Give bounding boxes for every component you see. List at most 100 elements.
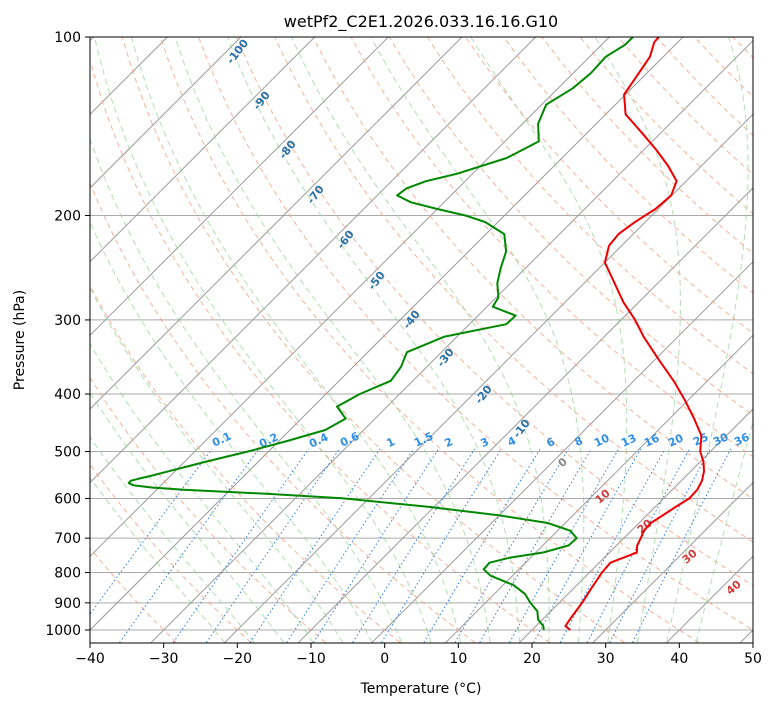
background-lines: [90, 37, 775, 643]
x-tick-label: 50: [744, 651, 762, 667]
mixing-ratio-label: 13: [619, 431, 638, 449]
dry-adiabat: [198, 37, 753, 631]
moist-adiabat: [90, 476, 226, 643]
y-tick-label: 900: [54, 596, 81, 612]
dry-adiabat: [90, 376, 326, 643]
moist-adiabat: [470, 37, 628, 643]
isotherm-line: [740, 629, 753, 643]
isotherm-line: [90, 37, 610, 558]
dry-adiabat: [121, 37, 625, 643]
x-tick-label: −10: [296, 651, 326, 667]
y-tick-label: 500: [54, 444, 81, 460]
dry-adiabat-label: -50: [365, 269, 388, 293]
y-tick-label: 1000: [45, 623, 81, 639]
moist-adiabat: [370, 37, 585, 643]
y-tick-label: 400: [54, 387, 81, 403]
x-tick-label: 40: [670, 651, 688, 667]
moist-adiabat: [90, 436, 255, 643]
dry-adiabat: [771, 37, 775, 643]
moist-adiabat: [90, 342, 314, 643]
moist-adiabat: [90, 391, 285, 643]
isotherm-line: [90, 37, 389, 337]
isotherm-line: [90, 37, 242, 189]
moist-adiabat-label: 10: [593, 486, 613, 506]
dry-adiabat-label: -90: [250, 89, 273, 113]
temperature-line: [564, 37, 705, 631]
mixing-ratio-label: 1: [385, 435, 397, 450]
dry-adiabat: [90, 463, 252, 643]
isotherm-line: [90, 37, 463, 410]
dry-adiabat: [465, 37, 753, 334]
moist-adiabat: [666, 37, 749, 643]
dry-adiabat: [159, 37, 700, 643]
mixing-ratio-line: [313, 448, 440, 643]
axes: −40 −30 −20 −10 0 10 20 30 40 5010020030040050060…: [45, 30, 762, 667]
isotherm-line: [90, 37, 537, 484]
mixing-ratio-line: [249, 448, 381, 643]
mixing-ratio-label: 6: [545, 435, 558, 450]
mixing-ratio-line: [423, 448, 541, 643]
mixing-ratio-line: [172, 448, 310, 643]
dry-adiabat-label: -30: [434, 346, 457, 370]
dry-adiabat: [503, 37, 753, 294]
mixing-ratio-label: 16: [642, 431, 662, 449]
x-tick-label: 30: [597, 651, 615, 667]
mixing-ratio-label: 36: [732, 430, 752, 448]
x-tick-label: 0: [380, 651, 389, 667]
moist-adiabat: [131, 37, 461, 643]
isotherm-line: [666, 555, 753, 643]
mixing-ratio-label: 20: [666, 431, 686, 449]
moist-adiabat: [594, 37, 681, 643]
y-tick-label: 600: [54, 491, 81, 507]
mixing-ratio-line: [479, 448, 592, 643]
dry-adiabat: [694, 37, 753, 98]
mixing-ratio-line: [352, 448, 476, 643]
line-labels: 0.1 0.2 0.4 0.6 1 1.5 2 3 4 6 8 10 13 16 20 25 30 36-100-…: [210, 37, 752, 598]
dry-adiabat-label: -40: [400, 308, 423, 332]
x-tick-label: 10: [449, 651, 467, 667]
isotherm-line: [519, 408, 753, 643]
x-tick-label: −40: [75, 651, 105, 667]
mixing-ratio-line: [454, 448, 570, 643]
moist-adiabat-label: 30: [680, 546, 700, 566]
dry-adiabat-label: -70: [304, 183, 327, 207]
dry-adiabat: [90, 547, 177, 643]
moist-adiabat-label: 40: [724, 577, 744, 597]
mixing-ratio-line: [559, 448, 666, 643]
x-tick-label: −20: [223, 651, 253, 667]
isotherm-line: [224, 113, 753, 643]
mixing-ratio-line: [286, 448, 415, 643]
profile-lines: [127, 37, 705, 631]
mixing-ratio-label: 8: [573, 434, 585, 449]
moist-adiabat: [90, 287, 344, 643]
isotherm-line: [371, 260, 753, 643]
dry-adiabat: [350, 37, 753, 458]
moist-adiabat: [695, 419, 753, 643]
dewpoint-line: [127, 37, 634, 631]
dry-adiabat: [617, 37, 753, 176]
dry-adiabat: [426, 37, 753, 375]
mixing-ratio-line: [632, 448, 732, 643]
dry-adiabat: [274, 37, 753, 543]
chart-title: wetPf2_C2E1.2026.033.16.16.G10: [284, 12, 558, 32]
isotherm-line: [445, 334, 753, 643]
dry-adiabat: [90, 181, 476, 643]
mixing-ratio-line: [119, 448, 260, 643]
moist-adiabat: [291, 37, 550, 643]
mixing-ratio-label: 2: [443, 435, 455, 450]
dry-adiabat: [90, 284, 401, 643]
mixing-ratio-label: 30: [711, 430, 731, 448]
dry-adiabat-label: -20: [472, 383, 495, 407]
plot-frame: [89, 36, 754, 644]
x-tick-label: 20: [523, 651, 541, 667]
y-axis-label: Pressure (hPa): [12, 290, 28, 390]
mixing-ratio-label: 1.5: [412, 430, 435, 450]
dry-adiabat-label: -80: [276, 138, 299, 162]
moist-adiabat: [90, 137, 403, 643]
mixing-ratio-label: 3: [479, 435, 491, 450]
isotherm-line: [90, 37, 684, 631]
mixing-ratio-line: [609, 448, 711, 643]
x-tick-label: −30: [149, 651, 179, 667]
mixing-ratio-label: 10: [592, 431, 612, 449]
